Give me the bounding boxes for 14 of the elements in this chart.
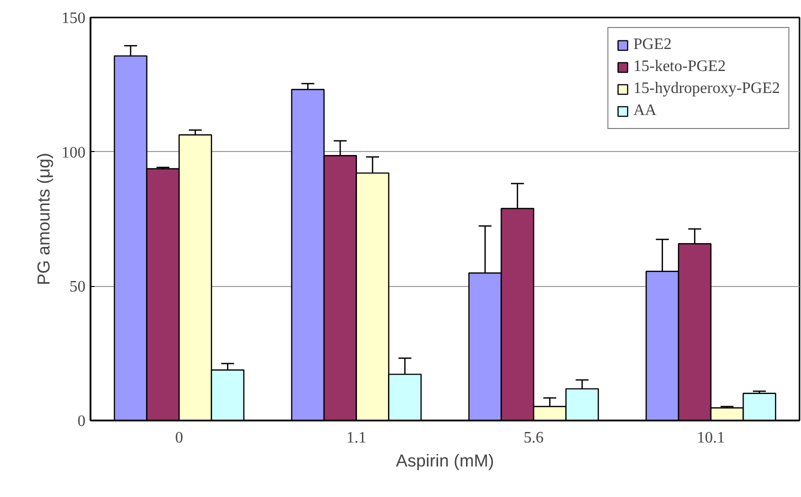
y-tick-label: 50: [70, 278, 86, 296]
x-tick-label: 1.1: [346, 430, 366, 446]
y-tick-label: 100: [62, 144, 86, 162]
legend-label: 15-keto-PGE2: [633, 58, 726, 76]
x-tick-label: 0: [175, 430, 184, 446]
legend-label: 15-hydroperoxy-PGE2: [633, 80, 780, 98]
y-tick-label: 150: [62, 10, 86, 27]
y-axis-title: PG amounts (μg): [34, 152, 54, 286]
x-tick-label: 5.6: [524, 430, 544, 446]
legend-label: PGE2: [633, 36, 672, 54]
legend-label: AA: [633, 102, 656, 120]
x-tick-label: 10.1: [696, 430, 725, 446]
x-axis-title: Aspirin (mM): [396, 450, 494, 470]
y-tick-label: 0: [78, 413, 86, 430]
